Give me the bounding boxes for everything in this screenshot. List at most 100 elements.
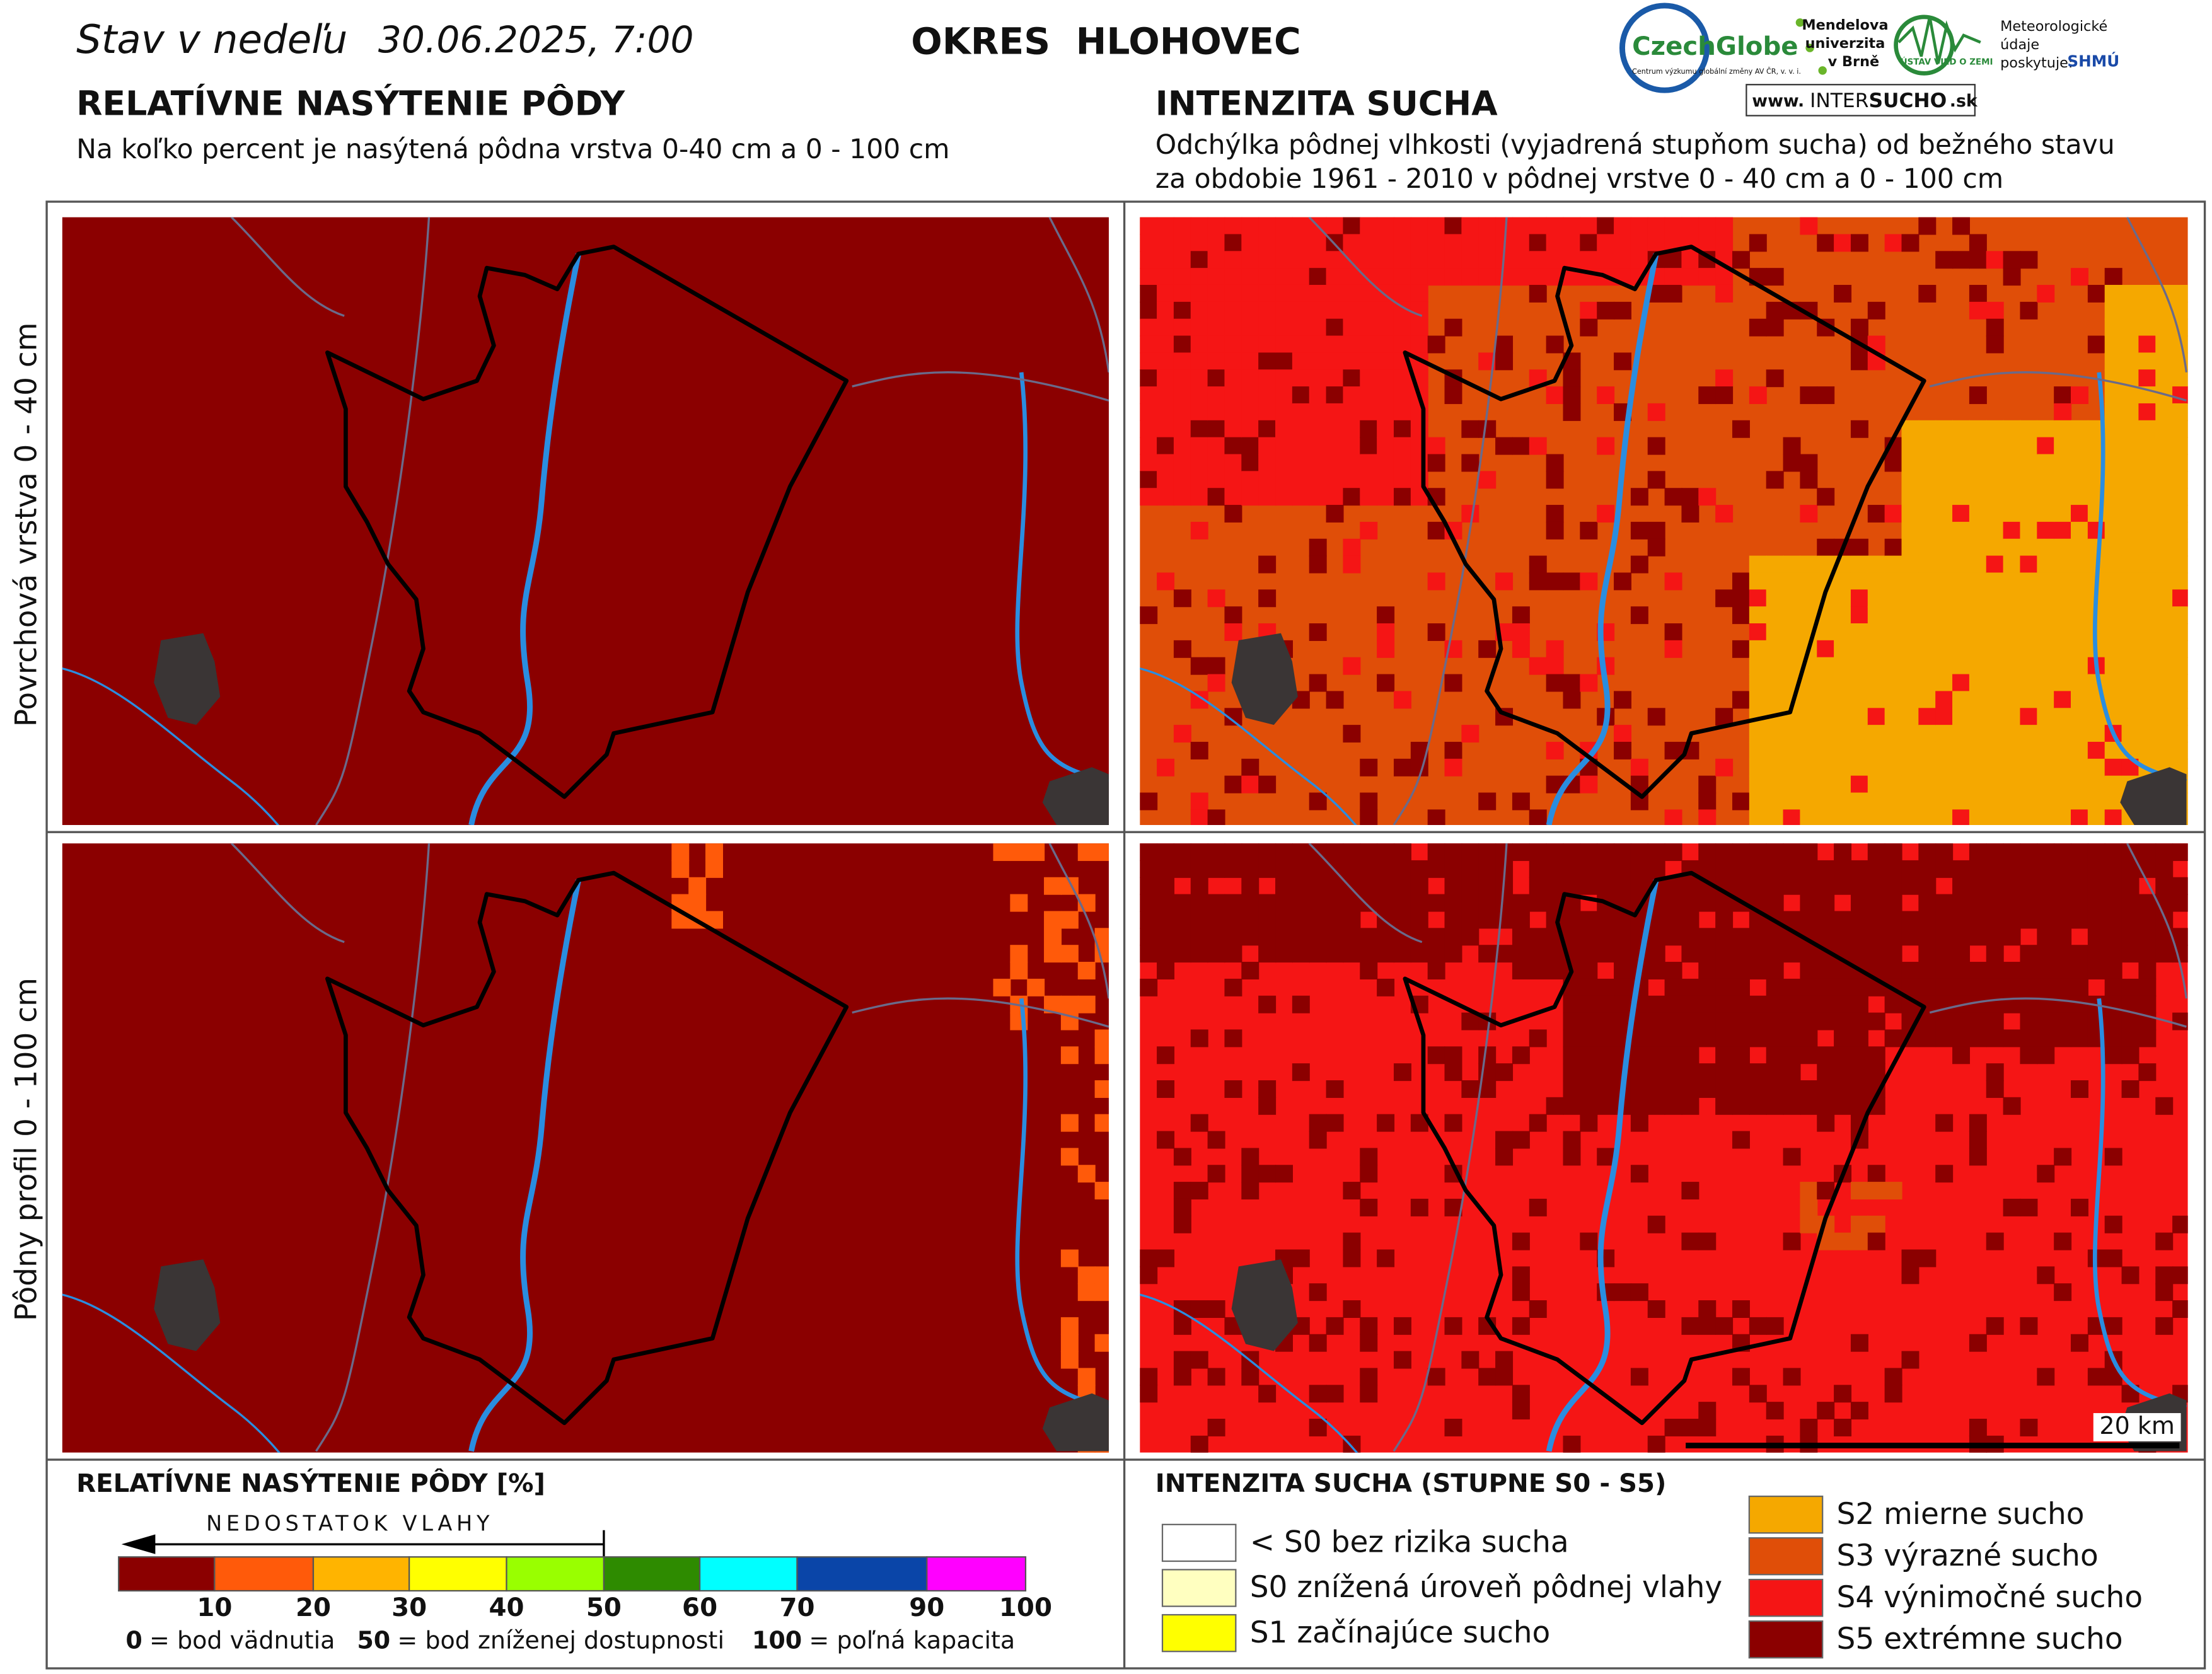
map-cell	[2121, 403, 2140, 421]
map-cell	[1715, 1029, 1734, 1048]
map-cell	[1800, 1182, 1818, 1200]
map-cell	[1986, 978, 2004, 996]
map-cell	[1309, 928, 1327, 946]
map-cell	[1901, 775, 1920, 794]
map-cell	[2020, 843, 2038, 862]
map-cell	[1275, 369, 1293, 388]
map-cell	[1563, 843, 1581, 862]
map-cell	[2138, 843, 2157, 862]
map-cell	[1563, 995, 1581, 1013]
map-cell	[1173, 335, 1191, 354]
map-cell	[1461, 843, 1479, 862]
map-cell	[1986, 251, 2004, 269]
color-bin	[312, 1556, 410, 1592]
map-cell	[1309, 488, 1327, 506]
map-cell	[1140, 1249, 1158, 1267]
map-cell	[1647, 471, 1665, 489]
map-cell	[1258, 1080, 1277, 1098]
map-cell	[1952, 1012, 1971, 1030]
map-cell	[1783, 657, 1801, 675]
map-cell	[1495, 217, 1514, 235]
map-cell	[1343, 301, 1361, 320]
map-cell	[1343, 234, 1361, 252]
map-cell	[1010, 843, 1028, 862]
map-cell	[1343, 725, 1361, 743]
map-cell	[1766, 1029, 1784, 1048]
map-cell	[1563, 403, 1581, 421]
map-cell	[2121, 640, 2140, 658]
map-cell	[1952, 691, 1971, 709]
map-cell	[1190, 1029, 1208, 1048]
map-cell	[1935, 894, 1954, 912]
map-cell	[1850, 538, 1868, 557]
map-cell	[1969, 741, 1987, 759]
map-cell	[1309, 1131, 1327, 1149]
map-cell	[1867, 1063, 1885, 1082]
map-cell	[1190, 471, 1208, 489]
map-cell	[1393, 691, 1411, 709]
map-cell	[2087, 538, 2105, 557]
map-cell	[1580, 877, 1598, 895]
map-cell	[1580, 911, 1598, 929]
map-cell	[1800, 775, 1818, 794]
map-cell	[1140, 488, 1158, 506]
map-cell	[1935, 708, 1954, 726]
map-cell	[1190, 521, 1208, 540]
map-cell	[1326, 911, 1344, 929]
map-cell	[1309, 945, 1327, 963]
map-cell	[1060, 1351, 1079, 1369]
map-cell	[1850, 945, 1868, 963]
map-cell	[2020, 555, 2038, 574]
map-cell	[1258, 995, 1277, 1013]
map-cell	[1563, 386, 1581, 405]
map-cell	[1546, 386, 1564, 405]
map-cell	[1698, 234, 1717, 252]
map-cell	[2155, 335, 2174, 354]
map-cell	[1935, 589, 1954, 608]
map-cell	[2104, 521, 2122, 540]
map-cell	[1140, 911, 1158, 929]
map-cell	[1986, 860, 2004, 878]
map-cell	[1969, 725, 1987, 743]
map-cell	[1580, 521, 1598, 540]
map-cell	[1698, 488, 1717, 506]
map-cell	[1850, 911, 1868, 929]
map-cell	[1850, 623, 1868, 641]
map-cell	[1647, 1080, 1665, 1098]
map-cell	[1969, 928, 1987, 946]
map-cell	[2020, 691, 2038, 709]
map-cell	[1630, 521, 1648, 540]
map-cell	[1410, 268, 1428, 286]
map-cell	[1140, 318, 1158, 337]
map-cell	[1377, 454, 1395, 472]
map-cell	[2003, 1097, 2021, 1115]
map-cell	[1800, 978, 1818, 996]
map-cell	[1901, 606, 1920, 625]
map-cell	[1140, 352, 1158, 371]
map-cell	[1935, 454, 1954, 472]
map-cell	[2071, 691, 2088, 709]
map-cell	[1241, 1182, 1259, 1200]
map-cell	[2155, 623, 2174, 641]
map-cell	[1698, 809, 1717, 825]
map-cell	[1360, 860, 1378, 878]
map-cell	[1783, 640, 1801, 658]
map-cell	[1258, 928, 1277, 946]
map-cell	[1918, 454, 1937, 472]
map-cell	[1749, 640, 1767, 658]
map-cell	[1817, 1080, 1835, 1098]
map-cell	[1393, 488, 1411, 506]
map-cell	[1258, 1097, 1277, 1115]
map-cell	[1207, 268, 1225, 286]
map-cell	[1241, 894, 1259, 912]
map-cell	[1800, 995, 1818, 1013]
legend-label: S5 extrémne sucho	[1837, 1622, 2123, 1656]
map-cell	[1901, 1266, 1920, 1284]
map-cell	[1393, 1317, 1411, 1335]
map-cell	[2172, 708, 2188, 726]
map-cell	[1681, 1182, 1700, 1200]
map-cell	[1275, 454, 1293, 472]
map-cell	[1190, 352, 1208, 371]
map-cell	[1732, 978, 1750, 996]
map-cell	[1512, 1046, 1530, 1065]
